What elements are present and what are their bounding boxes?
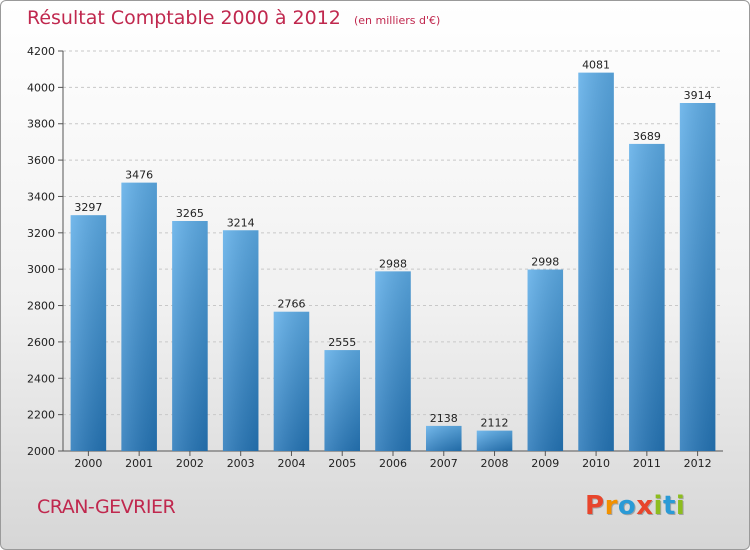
- bar-shade: [172, 221, 208, 451]
- logo-letter: i: [653, 491, 663, 521]
- y-tick-label: 3000: [27, 263, 55, 276]
- data-label: 2766: [277, 298, 305, 311]
- x-tick-label: 2004: [277, 457, 305, 470]
- title-row: Résultat Comptable 2000 à 2012 (en milli…: [27, 7, 440, 29]
- bar-shade: [629, 143, 665, 451]
- x-tick-label: 2010: [582, 457, 610, 470]
- data-label: 3214: [227, 216, 255, 229]
- data-label: 2555: [328, 336, 356, 349]
- x-tick-label: 2006: [379, 457, 407, 470]
- bar-shade: [578, 72, 614, 452]
- y-tick-label: 4200: [27, 45, 55, 58]
- y-tick-label: 3600: [27, 154, 55, 167]
- bar-shade: [222, 230, 259, 451]
- logo-letter: i: [675, 491, 686, 521]
- y-tick-label: 3400: [27, 190, 55, 203]
- data-label: 2998: [531, 256, 559, 269]
- y-tick-label: 2400: [27, 372, 55, 385]
- data-label: 3476: [125, 169, 153, 182]
- bar-shade: [527, 269, 564, 451]
- data-label: 3689: [633, 130, 661, 143]
- x-tick-label: 2011: [633, 457, 661, 470]
- data-label: 3914: [684, 89, 712, 102]
- y-tick-label: 2600: [27, 336, 55, 349]
- bar-shade: [375, 271, 411, 451]
- x-tick-label: 2012: [684, 457, 712, 470]
- x-tick-label: 2000: [74, 457, 102, 470]
- logo-letter: r: [604, 491, 618, 521]
- bar-shade: [426, 425, 462, 451]
- y-tick-label: 3200: [27, 227, 55, 240]
- x-tick-label: 2009: [531, 457, 559, 470]
- data-label: 3297: [74, 201, 102, 214]
- logo-letter: t: [662, 491, 676, 521]
- x-tick-label: 2001: [125, 457, 153, 470]
- data-label: 2138: [430, 412, 458, 425]
- bar-shade: [121, 182, 157, 452]
- chart-title: Résultat Comptable 2000 à 2012: [27, 7, 341, 29]
- x-tick-label: 2003: [227, 457, 255, 470]
- x-tick-label: 2008: [481, 457, 509, 470]
- proxiti-logo: Proxiti: [585, 491, 685, 521]
- chart-subtitle: (en milliers d'€): [353, 14, 441, 27]
- commune-name: CRAN-GEVRIER: [37, 496, 176, 518]
- bar-shade: [273, 311, 310, 451]
- data-label: 3265: [176, 207, 204, 220]
- y-tick-label: 2800: [27, 300, 55, 313]
- data-label: 4081: [582, 59, 610, 72]
- y-tick-label: 2000: [27, 445, 55, 458]
- data-label: 2988: [379, 257, 407, 270]
- y-tick-label: 2200: [27, 409, 55, 422]
- y-tick-label: 4000: [27, 81, 55, 94]
- x-tick-label: 2007: [430, 457, 458, 470]
- x-tick-label: 2005: [328, 457, 356, 470]
- x-tick-label: 2002: [176, 457, 204, 470]
- data-label: 2112: [481, 417, 509, 430]
- bar-shade: [679, 103, 716, 451]
- bar-shade: [324, 350, 360, 451]
- y-tick-label: 3800: [27, 118, 55, 131]
- logo-letter: o: [617, 491, 637, 521]
- bar-shade: [476, 430, 513, 451]
- bar-shade: [70, 215, 107, 451]
- logo-letter: x: [636, 491, 654, 521]
- logo-letter: P: [585, 491, 605, 521]
